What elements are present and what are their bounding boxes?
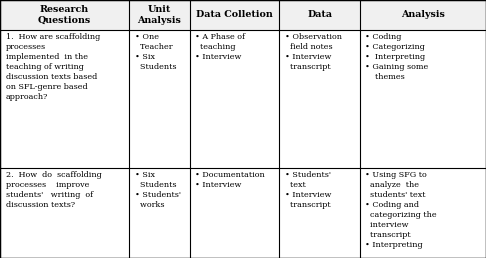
Text: • Six
  Students
• Students'
  works: • Six Students • Students' works (135, 171, 181, 209)
Text: Unit
Analysis: Unit Analysis (137, 5, 181, 25)
Text: • Observation
  field notes
• Interview
  transcript: • Observation field notes • Interview tr… (285, 33, 342, 71)
Text: • A Phase of
  teaching
• Interview: • A Phase of teaching • Interview (195, 33, 245, 61)
Text: Analysis: Analysis (401, 10, 445, 19)
Text: Research
Questions: Research Questions (38, 5, 91, 25)
Text: • Students'
  text
• Interview
  transcript: • Students' text • Interview transcript (285, 171, 331, 209)
Text: • Documentation
• Interview: • Documentation • Interview (195, 171, 265, 189)
Text: • Coding
• Categorizing
•  Interpreting
• Gaining some
    themes: • Coding • Categorizing • Interpreting •… (365, 33, 429, 81)
Text: 2.  How  do  scaffolding
processes    improve
students'   writing  of
discussion: 2. How do scaffolding processes improve … (6, 171, 102, 209)
Text: • One
  Teacher
• Six
  Students: • One Teacher • Six Students (135, 33, 176, 71)
Text: Data Colletion: Data Colletion (196, 10, 273, 19)
Text: • Using SFG to
  analyze  the
  students' text
• Coding and
  categorizing the
 : • Using SFG to analyze the students' tex… (365, 171, 437, 249)
Text: 1.  How are scaffolding
processes
implemented  in the
teaching of writing
discus: 1. How are scaffolding processes impleme… (6, 33, 100, 101)
Bar (0, 0, 486, 30)
Text: Data: Data (307, 10, 332, 19)
